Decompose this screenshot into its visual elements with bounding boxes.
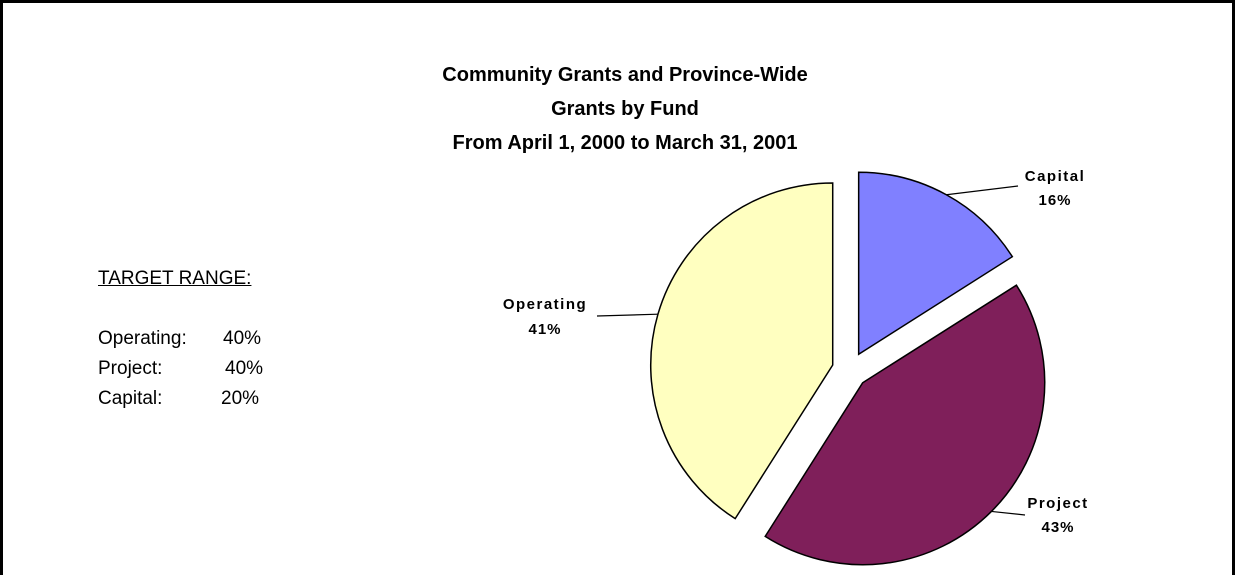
target-range-heading: TARGET RANGE: [98, 268, 252, 289]
leader-line-project [991, 510, 1026, 516]
slice-label-operating: Operating [503, 296, 587, 313]
chart-title-line-2: Grants by Fund [551, 98, 699, 120]
pie-slice-operating [650, 182, 834, 520]
target-label: Capital: [98, 388, 163, 409]
leader-line-operating [596, 313, 658, 317]
slice-label-capital: Capital [1025, 168, 1086, 185]
slice-value-project: 43% [1041, 519, 1074, 536]
target-label: Operating: [98, 328, 187, 349]
pie-slice-capital [857, 171, 1014, 356]
leader-line-capital [946, 185, 1019, 196]
target-row-operating: Operating: 40% [98, 328, 261, 350]
target-label: Project: [98, 358, 163, 379]
slice-value-operating: 41% [528, 321, 561, 338]
target-row-capital: Capital: 20% [98, 388, 259, 410]
slice-label-project: Project [1027, 495, 1088, 512]
target-value: 40% [223, 328, 262, 349]
target-row-project: Project: 40% [98, 358, 263, 380]
chart-title-line-1: Community Grants and Province-Wide [442, 64, 808, 86]
target-value: 20% [221, 388, 260, 409]
chart-title-line-3: From April 1, 2000 to March 31, 2001 [452, 132, 798, 154]
target-value: 40% [225, 358, 264, 379]
slice-value-capital: 16% [1038, 192, 1071, 209]
